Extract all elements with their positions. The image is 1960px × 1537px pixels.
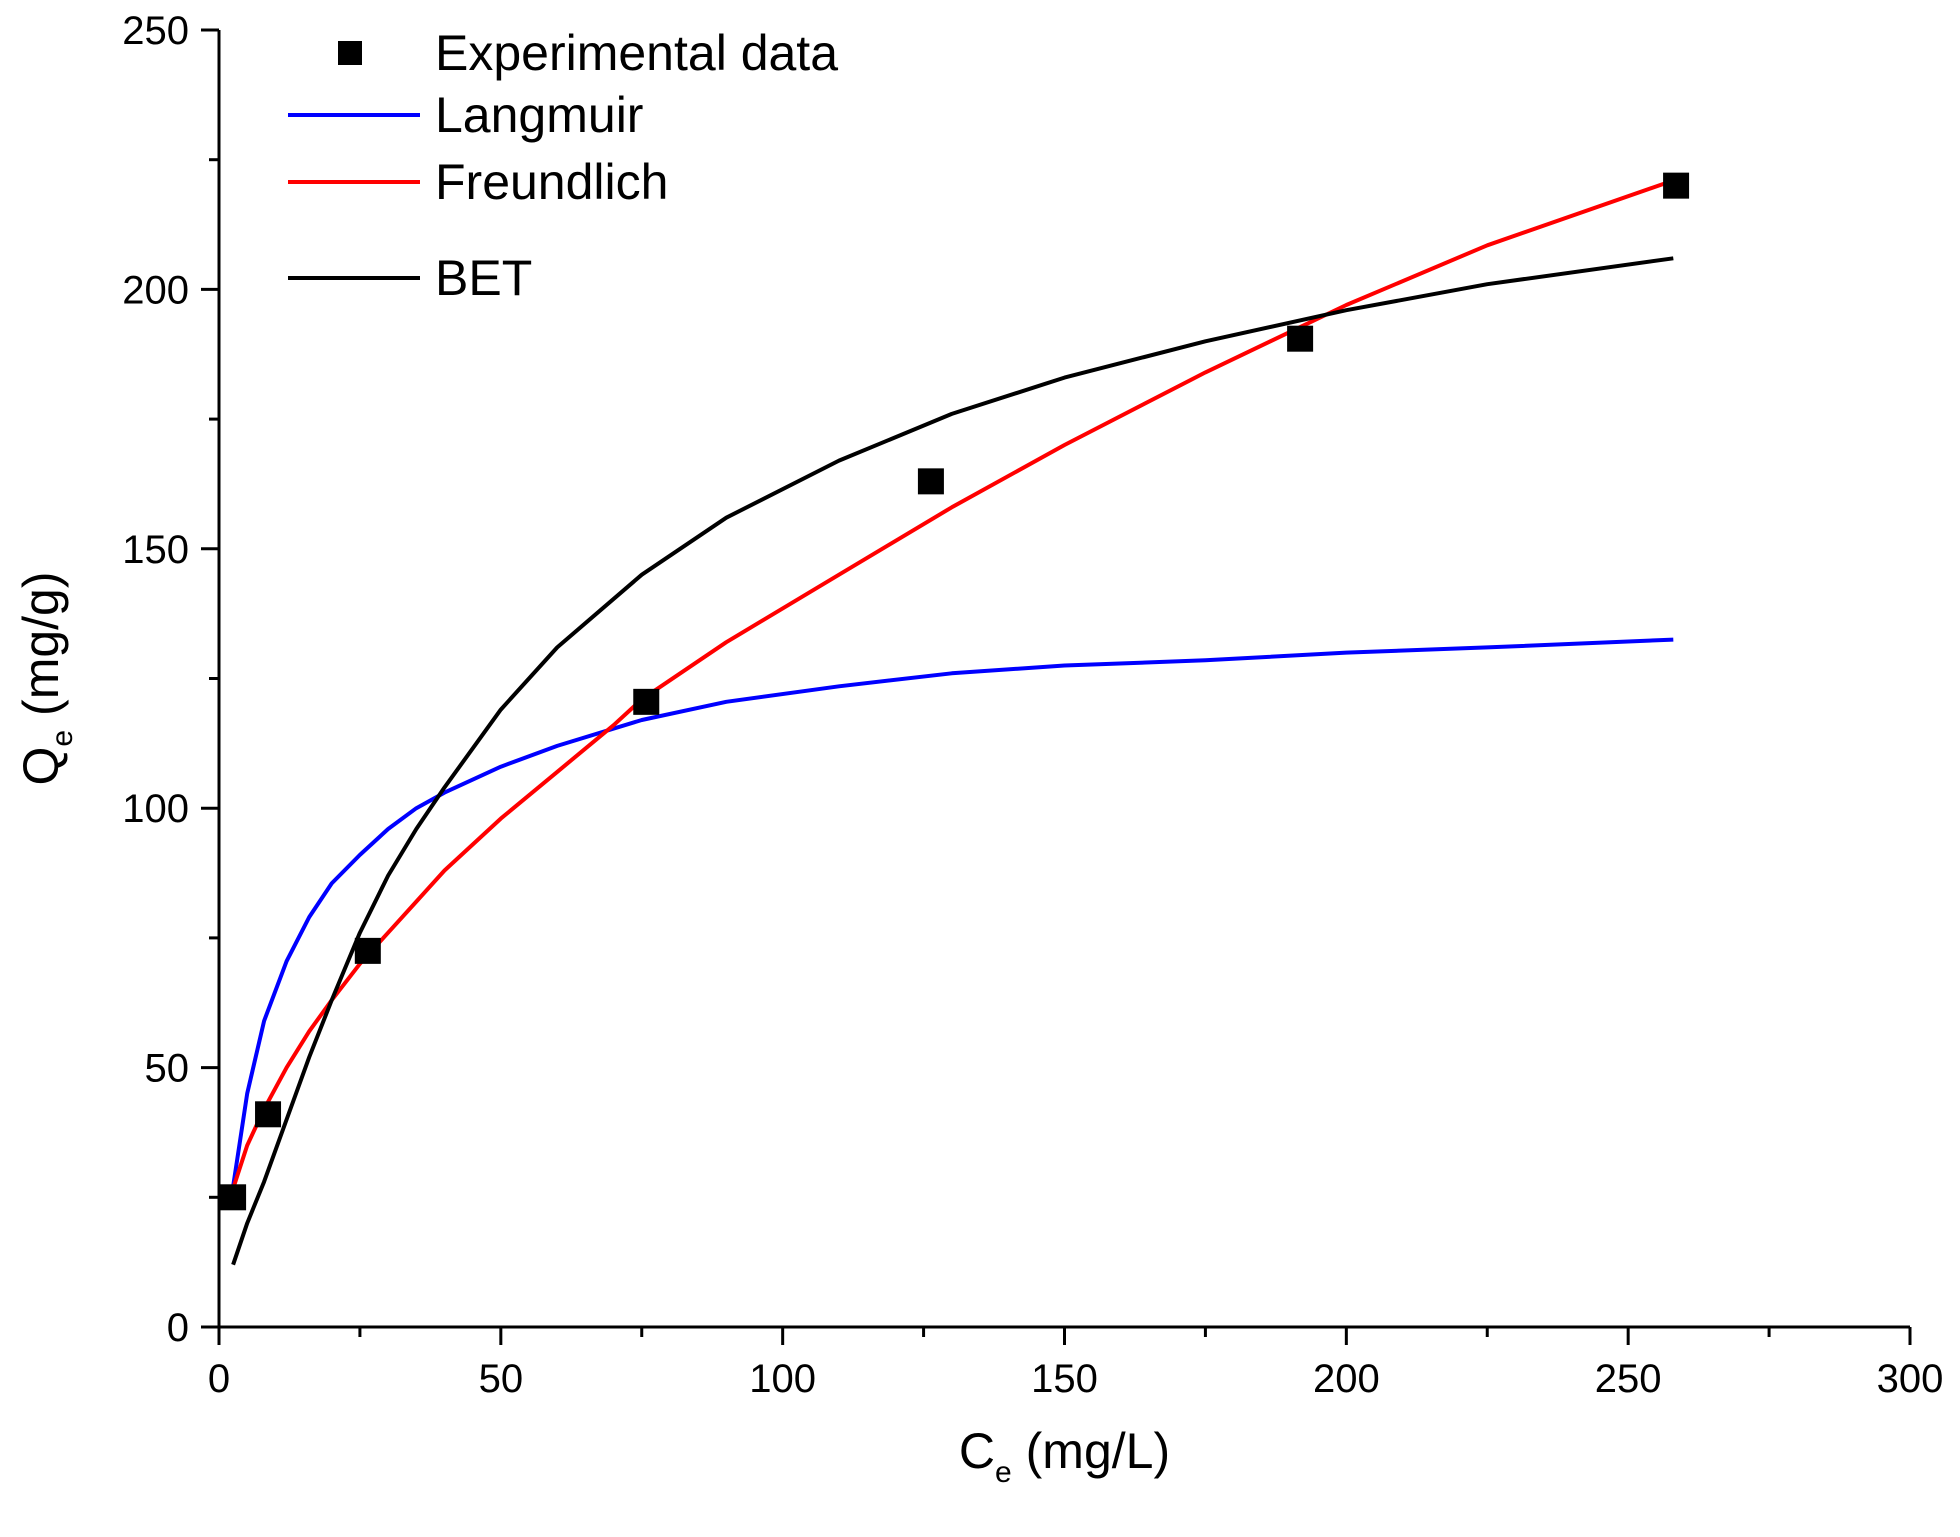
x-axis-title-unit: (mg/L) [1026,1423,1170,1479]
legend-label-bet: BET [435,250,532,306]
experimental-point [1663,172,1690,199]
y-tick-label: 200 [122,268,189,312]
experimental-point [633,688,660,715]
legend-label-freundlich: Freundlich [435,154,668,210]
legend-label-langmuir: Langmuir [435,87,643,143]
y-ticks: 0 50 100 150 200 250 [122,9,219,1350]
x-tick-label: 0 [208,1357,230,1401]
x-tick-label: 150 [1031,1357,1098,1401]
legend-label-experimental: Experimental data [435,25,838,81]
x-tick-label: 100 [749,1357,816,1401]
x-axis-title-sub: e [995,1456,1012,1489]
y-axis-title-main: Q [13,747,69,786]
y-tick-label: 0 [167,1306,189,1350]
x-tick-label: 300 [1877,1357,1944,1401]
experimental-point [354,937,381,964]
fit-curves [228,178,1674,1266]
experimental-point [255,1101,282,1128]
x-axis-title-main: C [959,1423,995,1479]
experimental-point [220,1184,247,1211]
series-line-bet [231,256,1674,1266]
y-tick-label: 250 [122,9,189,53]
legend-marker-experimental [338,41,362,65]
y-tick-label: 100 [122,787,189,831]
experimental-point [917,468,944,495]
y-tick-label: 150 [122,528,189,572]
y-axis-title: Qe (mg/g) [13,571,79,785]
x-axis-title: Ce (mg/L) [959,1423,1170,1489]
series-line-langmuir [228,637,1674,1206]
y-axis-title-unit: (mg/g) [13,571,69,715]
legend: Experimental data Langmuir Freundlich BE… [288,25,838,306]
experimental-point [1287,325,1314,352]
x-tick-label: 250 [1595,1357,1662,1401]
series-line-freundlich [228,178,1674,1198]
x-tick-label: 200 [1313,1357,1380,1401]
experimental-points [220,172,1690,1211]
x-ticks: 0 50 100 150 200 250 300 [208,1327,1944,1401]
y-tick-label: 50 [145,1047,190,1091]
y-axis-title-sub: e [46,730,79,747]
x-tick-label: 50 [479,1357,524,1401]
